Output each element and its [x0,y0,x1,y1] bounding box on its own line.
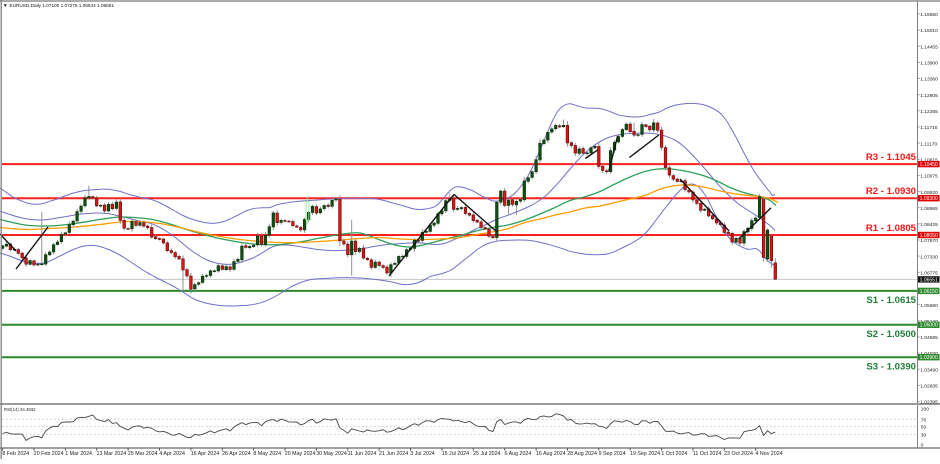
svg-text:1.11710: 1.11710 [920,125,938,131]
svg-text:30 May 2024: 30 May 2024 [316,451,347,457]
svg-text:1.02395: 1.02395 [920,400,938,406]
svg-text:1.06775: 1.06775 [920,271,938,277]
svg-text:1.05680: 1.05680 [920,303,938,309]
svg-text:30: 30 [921,433,927,439]
svg-text:S3 - 1.0390: S3 - 1.0390 [866,361,916,372]
svg-text:1.15010: 1.15010 [920,28,938,34]
svg-text:26 Apr 2024: 26 Apr 2024 [222,451,251,457]
svg-text:1.03900: 1.03900 [920,355,938,361]
svg-text:EURUSD,Daily 1.07100 1.07275: EURUSD,Daily 1.07100 1.07275 1.06534 1.0… [10,3,115,8]
svg-text:16 Aug 2024: 16 Aug 2024 [536,451,566,457]
svg-text:S1 - 1.0615: S1 - 1.0615 [866,295,916,306]
svg-text:6 Aug 2024: 6 Aug 2024 [505,451,532,457]
svg-text:1.06551: 1.06551 [920,277,938,283]
svg-text:21 Jun 2024: 21 Jun 2024 [379,451,408,457]
svg-text:23 Oct 2024: 23 Oct 2024 [724,451,753,457]
svg-text:1.06150: 1.06150 [920,289,938,295]
svg-text:1.09520: 1.09520 [920,190,938,196]
svg-text:19 Sep 2024: 19 Sep 2024 [630,451,660,457]
svg-text:1.15550: 1.15550 [920,12,938,18]
svg-text:20 May 2024: 20 May 2024 [285,451,316,457]
svg-text:25 Mar 2024: 25 Mar 2024 [128,451,158,457]
svg-text:1.03490: 1.03490 [920,367,938,373]
svg-text:28 Aug 2024: 28 Aug 2024 [567,451,597,457]
svg-text:50: 50 [921,425,927,431]
svg-text:1.02935: 1.02935 [920,384,938,390]
svg-text:11 Jun 2024: 11 Jun 2024 [348,451,377,457]
svg-text:1.10615: 1.10615 [920,157,938,163]
svg-text:1.04585: 1.04585 [920,335,938,341]
svg-text:9 Sep 2024: 9 Sep 2024 [599,451,626,457]
svg-text:0: 0 [921,443,924,449]
svg-text:1.08965: 1.08965 [920,206,938,212]
svg-text:1.10450: 1.10450 [920,162,938,168]
svg-text:8 Feb 2024: 8 Feb 2024 [2,451,29,457]
svg-text:100: 100 [921,406,929,412]
svg-text:70: 70 [921,417,927,423]
svg-text:RSI(14) 34.4932: RSI(14) 34.4932 [4,407,36,412]
svg-text:13 Mar 2024: 13 Mar 2024 [97,451,127,457]
svg-text:20 Feb 2024: 20 Feb 2024 [34,451,64,457]
svg-text:1.05000: 1.05000 [920,323,938,329]
svg-text:1.11170: 1.11170 [920,141,937,147]
svg-text:1.10075: 1.10075 [920,174,938,180]
svg-text:R3 - 1.1045: R3 - 1.1045 [866,152,917,163]
svg-text:1.12805: 1.12805 [920,93,938,99]
svg-text:16 Apr 2024: 16 Apr 2024 [191,451,220,457]
svg-text:4 Apr 2024: 4 Apr 2024 [159,451,185,457]
svg-text:1.13360: 1.13360 [920,77,938,83]
svg-text:1.08425: 1.08425 [920,222,938,228]
svg-text:15 Jul 2024: 15 Jul 2024 [442,451,469,457]
svg-text:1.13900: 1.13900 [920,61,938,67]
svg-text:8 May 2024: 8 May 2024 [253,451,281,457]
svg-text:1.08050: 1.08050 [920,233,938,239]
svg-text:4 Nov 2024: 4 Nov 2024 [756,451,783,457]
svg-text:R1 - 1.0805: R1 - 1.0805 [866,223,917,234]
svg-text:R2 - 1.0930: R2 - 1.0930 [866,186,916,197]
svg-text:1.07330: 1.07330 [920,254,938,260]
svg-text:1 Oct 2024: 1 Oct 2024 [661,451,687,457]
svg-text:3 Jul 2024: 3 Jul 2024 [410,451,434,457]
svg-text:S2 - 1.0500: S2 - 1.0500 [866,329,916,340]
svg-text:1.14455: 1.14455 [920,44,938,50]
svg-text:1.07870: 1.07870 [920,238,938,244]
svg-text:1.12265: 1.12265 [920,109,938,115]
svg-text:11 Oct 2024: 11 Oct 2024 [693,451,722,457]
svg-text:1.09300: 1.09300 [920,196,938,202]
svg-text:25 Jul 2024: 25 Jul 2024 [473,451,500,457]
svg-text:1 Mar 2024: 1 Mar 2024 [65,451,92,457]
